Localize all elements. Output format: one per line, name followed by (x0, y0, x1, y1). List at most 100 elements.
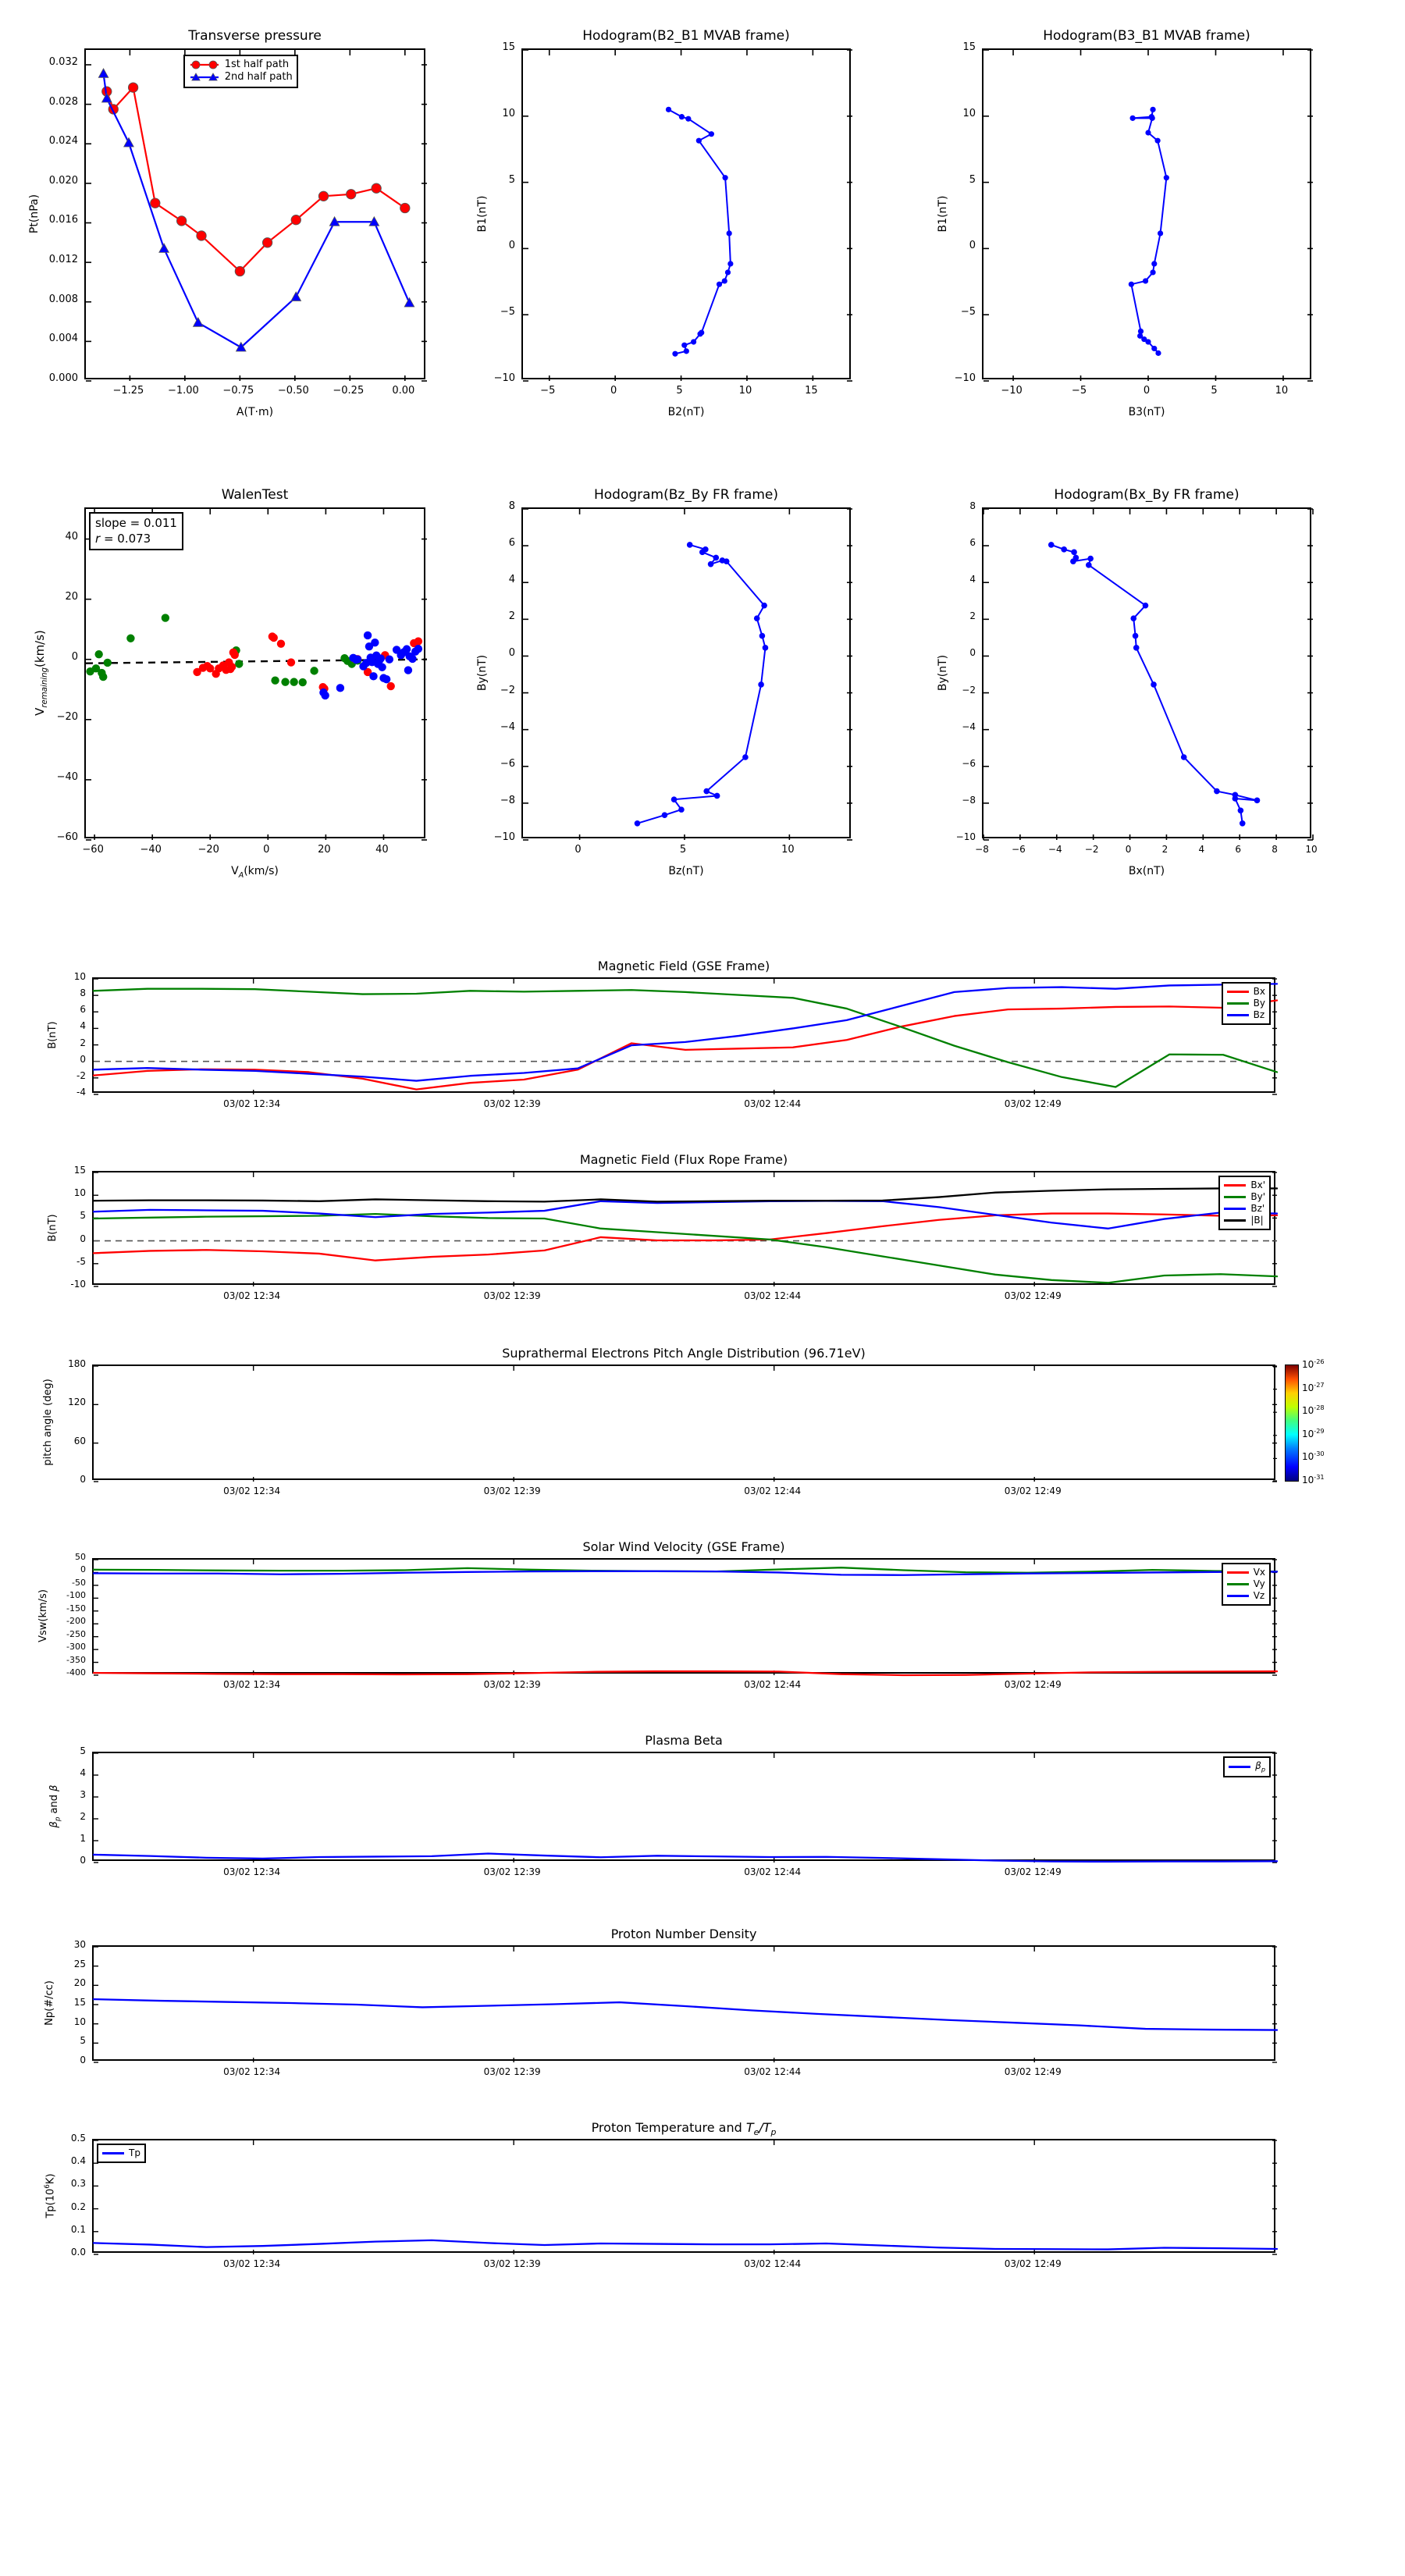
series-line-Bz (92, 983, 1279, 1082)
transverse-pressure-xtick: −0.25 (333, 385, 365, 397)
electron-pad-plot-area (92, 1364, 1277, 1482)
colorbar-tick-label: 10-30 (1302, 1450, 1325, 1463)
scatter-point (193, 667, 201, 677)
hodogram-bx-by-fr-xtick: −6 (1012, 844, 1026, 855)
scatter-point (310, 667, 318, 675)
plasma-beta-xtick: 03/02 12:49 (1004, 1866, 1062, 1877)
walen-test-xtick: −40 (140, 844, 162, 856)
data-marker-dot (708, 131, 714, 137)
scatter-point (94, 649, 103, 659)
magnetic-field-gse-xtick: 03/02 12:49 (1004, 1098, 1062, 1109)
hodogram-bx-by-fr-ytick: −2 (962, 684, 976, 696)
data-marker-dot (1141, 336, 1147, 343)
hodogram-bz-by-fr-canvas (523, 508, 852, 841)
hodogram-bz-by-fr-xtick: 0 (574, 844, 582, 856)
data-marker-dot (678, 114, 685, 120)
plasma-beta-canvas (92, 1752, 1279, 1863)
legend-label: βp (1255, 1760, 1265, 1774)
proton-temperature-plot-area (92, 2139, 1279, 2255)
scatter-point (353, 655, 362, 664)
data-marker-dot (726, 230, 732, 237)
scatter-point (336, 684, 345, 692)
legend-label: 1st half path (224, 59, 290, 70)
data-marker-triangle (101, 92, 112, 103)
scatter-point (230, 650, 239, 660)
magnetic-field-gse-canvas (92, 978, 1279, 1095)
transverse-pressure-ytick: 0.016 (48, 214, 78, 226)
hodogram-bz-by-fr-plot-area (521, 507, 852, 841)
walen-test-title: WalenTest (221, 487, 289, 503)
transverse-pressure-ytick: 0.024 (48, 135, 78, 148)
hodogram-bx-by-fr-title: Hodogram(Bx_By FR frame) (1054, 487, 1240, 503)
legend-color-swatch (1224, 1219, 1247, 1222)
proton-density-xtick: 03/02 12:39 (483, 2066, 541, 2077)
transverse-pressure-ytick: 0.020 (48, 174, 78, 187)
hodogram-b2-b1-panel: Hodogram(B2_B1 MVAB frame) −10 −5 0 5 10 15 −5 0… (476, 28, 852, 418)
electron-pad-xtick: 03/02 12:39 (483, 1485, 541, 1496)
hodogram-bz-by-fr-ytick: −2 (500, 684, 515, 696)
magnetic-field-fr-xtick: 03/02 12:34 (223, 1290, 281, 1301)
magnetic-field-gse-ytick: 10 (73, 971, 86, 982)
colorbar-tick-label: 10-29 (1302, 1426, 1325, 1439)
legend-entry: 2nd half path (189, 71, 293, 84)
data-marker-dot (1151, 345, 1158, 352)
data-marker-circle (234, 265, 246, 277)
transverse-pressure-xtick: 0.00 (392, 385, 415, 397)
proton-density-ytick: 5 (80, 2035, 86, 2047)
data-marker-dot (1155, 350, 1161, 356)
data-marker-dot (1145, 339, 1151, 345)
proton-temperature-panel: Proton Temperature and Te/Tp 0.0 0.1 0.2 0.3… (44, 2120, 1279, 2269)
hodogram-b3-b1-panel: Hodogram(B3_B1 MVAB frame) −10 −5 0 5 10 15 −10… (937, 28, 1313, 418)
proton-temperature-legend[interactable]: Tp (97, 2144, 146, 2163)
magnetic-field-gse-ytick: 6 (80, 1004, 86, 1016)
magnetic-field-gse-xtick: 03/02 12:39 (483, 1098, 541, 1109)
plasma-beta-plot-area (92, 1752, 1279, 1863)
magnetic-field-gse-title: Magnetic Field (GSE Frame) (597, 959, 770, 973)
solar-wind-velocity-ytick: -150 (66, 1603, 86, 1614)
magnetic-field-fr-legend[interactable]: Bx' By' Bz' |B| (1218, 1176, 1271, 1230)
data-marker-dot (678, 806, 685, 813)
magnetic-field-gse-plot-area (92, 977, 1279, 1095)
walen-annotation-box: slope = 0.011 r = 0.073 (89, 512, 183, 550)
plasma-beta-legend[interactable]: βp (1223, 1756, 1271, 1777)
solar-wind-velocity-ytick: -250 (66, 1628, 86, 1639)
hodogram-b3-b1-xtick: −5 (1071, 385, 1087, 397)
proton-density-ytick: 15 (73, 1997, 86, 2008)
transverse-pressure-ytick: 0.004 (48, 333, 78, 345)
solar-wind-velocity-legend[interactable]: Vx Vy Vz (1221, 1563, 1271, 1606)
data-marker-dot (1129, 115, 1136, 121)
data-marker-dot (1071, 549, 1077, 556)
proton-density-xtick: 03/02 12:44 (744, 2066, 802, 2077)
data-marker-dot (742, 754, 749, 760)
magnetic-field-gse-legend[interactable]: Bx By Bz (1221, 982, 1271, 1025)
proton-density-plot-area (92, 1945, 1279, 2063)
walen-test-xtick: −20 (197, 844, 219, 856)
electron-pad-xtick: 03/02 12:44 (744, 1485, 802, 1496)
scatter-point (286, 658, 296, 667)
walen-test-panel: WalenTest −60 −40 −20 0 20 40 −60 −40 −20 0 20 40 Vre… (33, 487, 428, 880)
plasma-beta-ytick: 1 (80, 1833, 86, 1844)
hodogram-bz-by-fr-ytick: 0 (508, 647, 515, 660)
series-line-Bx (92, 1212, 1279, 1261)
transverse-pressure-xtick: −0.75 (222, 385, 254, 397)
data-marker-dot (1137, 333, 1144, 339)
data-marker-dot (1128, 281, 1134, 287)
hodogram-bx-by-fr-xtick: 6 (1235, 844, 1242, 855)
data-marker-dot (1239, 820, 1246, 827)
magnetic-field-fr-xtick: 03/02 12:39 (483, 1290, 541, 1301)
proton-density-ytick: 20 (73, 1977, 86, 1989)
proton-density-ylabel: Np(#/cc) (44, 1980, 55, 2026)
data-marker-dot (759, 632, 766, 639)
magnetic-field-fr-ytick: 10 (73, 1187, 86, 1199)
transverse-pressure-xtick: −0.50 (277, 385, 309, 397)
magnetic-field-gse-ytick: 4 (80, 1020, 86, 1032)
transverse-pressure-legend[interactable]: 1st half path 2nd half path (183, 55, 298, 88)
proton-density-xtick: 03/02 12:49 (1004, 2066, 1062, 2077)
data-marker-dot (1086, 562, 1092, 568)
colorbar-tick-label: 10-27 (1302, 1380, 1325, 1393)
hodogram-b3-b1-canvas (984, 49, 1313, 382)
data-marker-dot (1154, 137, 1161, 144)
electron-pad-ytick: 180 (68, 1358, 86, 1369)
data-marker-dot (762, 645, 769, 651)
pad-colorbar[interactable] (1285, 1364, 1299, 1482)
